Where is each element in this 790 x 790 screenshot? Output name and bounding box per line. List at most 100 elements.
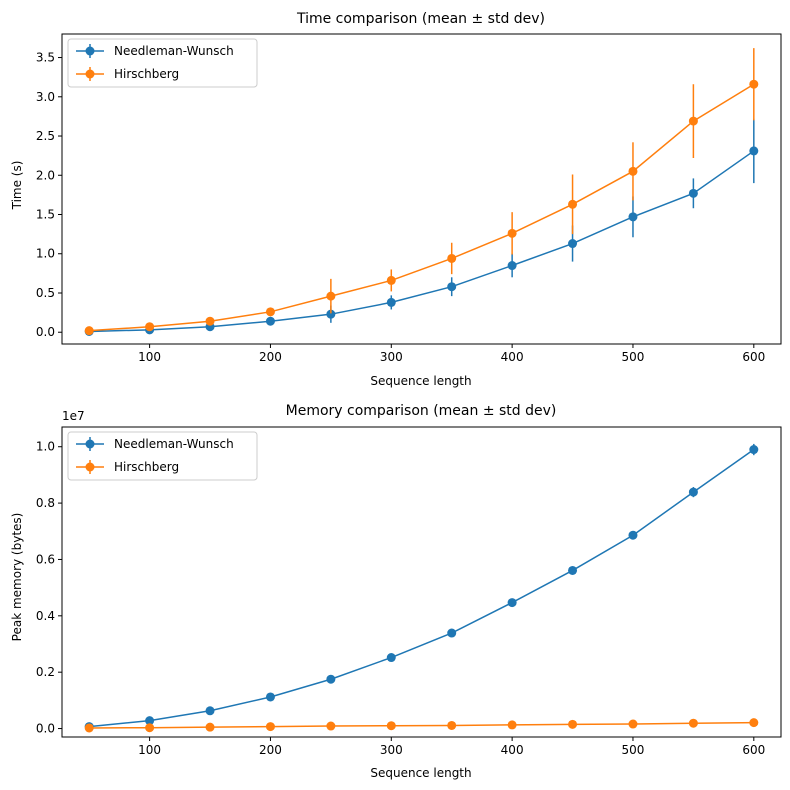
data-point (326, 674, 336, 684)
y-tick-label: 3.5 (36, 51, 55, 65)
data-point (568, 719, 578, 729)
data-point (688, 116, 698, 126)
axis-ticks: 100 200 300 400 500 600 0.0 0.5 1.0 1.5 2.0 2.5 3.0 3… (36, 51, 765, 364)
data-point (568, 239, 578, 249)
data-point (447, 628, 457, 638)
data-point (628, 166, 638, 176)
legend: Needleman-Wunsch Hirschberg (67, 431, 258, 481)
y-tick-label: 1.0 (36, 247, 55, 261)
y-tick-label: 2.0 (36, 168, 55, 182)
data-point (265, 307, 275, 317)
data-point (688, 188, 698, 198)
x-tick-label: 100 (138, 350, 161, 364)
series-hirschberg (84, 718, 759, 733)
legend-entry-needleman-wunsch: Needleman-Wunsch (76, 437, 234, 451)
series-line (89, 150, 755, 333)
data-point (507, 261, 517, 271)
y-tick-label: 0.0 (36, 722, 55, 736)
y-tick-label: 0.4 (36, 609, 55, 623)
y-axis-label: Peak memory (bytes) (10, 513, 24, 642)
x-tick-label: 600 (742, 743, 765, 757)
data-point (628, 212, 638, 222)
y-tick-label: 0.0 (36, 325, 55, 339)
y-tick-label: 1.5 (36, 208, 55, 222)
legend-label: Hirschberg (114, 460, 179, 474)
legend-entry-needleman-wunsch: Needleman-Wunsch (76, 44, 234, 58)
plot-frame (61, 33, 782, 345)
y-tick-label: 2.5 (36, 129, 55, 143)
series-line (89, 448, 755, 728)
x-axis-label: Sequence length (370, 766, 471, 780)
data-point (386, 721, 396, 731)
data-point (205, 706, 215, 716)
data-point (84, 326, 94, 336)
data-point (326, 309, 336, 319)
legend-label: Needleman-Wunsch (114, 437, 234, 451)
x-tick-label: 200 (259, 743, 282, 757)
data-point (145, 322, 155, 332)
legend-marker (85, 462, 95, 472)
plot-frame (61, 426, 782, 738)
time-comparison-chart: Time comparison (mean ± std dev) Sequenc… (10, 11, 782, 388)
legend-entry-hirschberg: Hirschberg (76, 67, 179, 81)
data-point (205, 316, 215, 326)
x-axis-label: Sequence length (370, 374, 471, 388)
y-tick-label: 0.5 (36, 286, 55, 300)
chart-title: Memory comparison (mean ± std dev) (286, 403, 557, 419)
series-hirschberg (84, 48, 759, 336)
x-tick-label: 300 (380, 350, 403, 364)
y-axis-offset-label: 1e7 (62, 409, 85, 423)
data-point (265, 692, 275, 702)
y-tick-label: 0.2 (36, 665, 55, 679)
memory-comparison-chart: Memory comparison (mean ± std dev) 1e7 S… (10, 403, 782, 780)
y-tick-label: 0.8 (36, 496, 55, 510)
x-tick-label: 100 (138, 743, 161, 757)
data-point (326, 721, 336, 731)
data-point (628, 530, 638, 540)
data-point (386, 653, 396, 663)
data-point (447, 720, 457, 730)
data-point (265, 722, 275, 732)
legend: Needleman-Wunsch Hirschberg (67, 38, 258, 88)
data-point (265, 316, 275, 326)
plot-data (84, 443, 759, 733)
legend-box (67, 38, 258, 88)
data-point (507, 228, 517, 238)
data-point (507, 720, 517, 730)
data-point (749, 146, 759, 156)
legend-label: Hirschberg (114, 67, 179, 81)
legend-marker (85, 46, 95, 56)
x-tick-label: 300 (380, 743, 403, 757)
data-point (749, 445, 759, 455)
data-point (749, 718, 759, 728)
x-tick-label: 400 (501, 350, 524, 364)
data-point (568, 565, 578, 575)
data-point (386, 297, 396, 307)
y-tick-label: 0.6 (36, 552, 55, 566)
data-point (386, 275, 396, 285)
chart-title: Time comparison (mean ± std dev) (296, 11, 545, 27)
y-tick-label: 3.0 (36, 90, 55, 104)
data-point (145, 716, 155, 726)
data-point (688, 487, 698, 497)
data-point (145, 723, 155, 733)
data-point (688, 718, 698, 728)
data-point (507, 598, 517, 608)
y-tick-label: 1.0 (36, 440, 55, 454)
data-point (749, 79, 759, 89)
data-point (447, 253, 457, 263)
data-point (628, 719, 638, 729)
data-point (84, 723, 94, 733)
series-line (89, 721, 754, 729)
data-point (568, 199, 578, 209)
legend-label: Needleman-Wunsch (114, 44, 234, 58)
x-tick-label: 200 (259, 350, 282, 364)
legend-entry-hirschberg: Hirschberg (76, 460, 179, 474)
legend-box (67, 431, 258, 481)
series-line (89, 83, 755, 332)
data-point (205, 722, 215, 732)
series-needleman-wunsch (84, 118, 759, 336)
legend-marker (85, 439, 95, 449)
